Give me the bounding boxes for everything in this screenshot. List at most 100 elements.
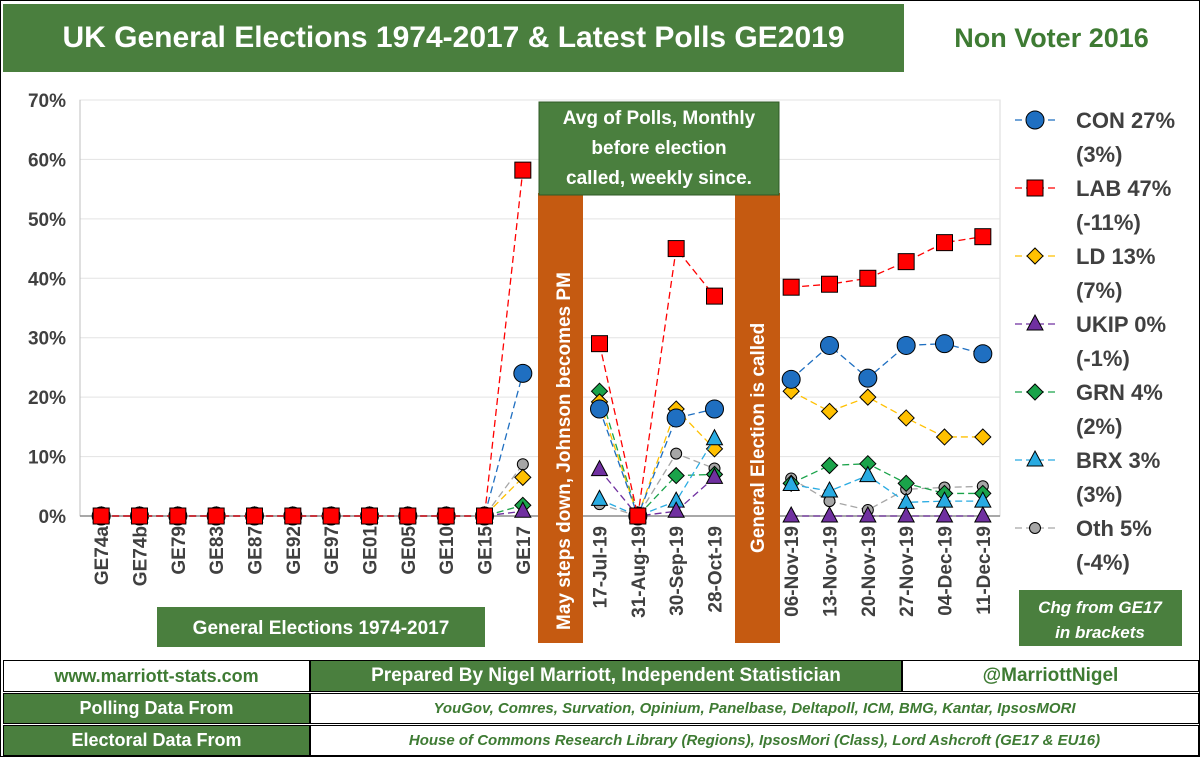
point-con-marker [781,369,801,389]
polling-sources: YouGov, Comres, Survation, Opinium, Pane… [310,693,1199,724]
x-tick-label: 20-Nov-19 [859,526,880,617]
x-tick-label: GE10 [437,526,458,575]
point-lab-marker [92,507,110,525]
point-con-marker [973,344,993,364]
legend-oth-marker [1029,522,1041,534]
legend-change-con: (3%) [1076,142,1122,167]
footer-electoral: Electoral Data From House of Commons Res… [3,725,1199,756]
legend-brx-marker [1026,449,1044,467]
point-brx-marker [820,480,839,498]
ge-called-label: General Election is called [748,323,769,553]
ge-label-box [157,607,485,647]
point-grn-marker [667,466,685,485]
point-ld-marker [859,388,877,406]
point-lab-marker [246,507,263,525]
point-con-marker [858,368,878,388]
x-tick-label: GE83 [207,526,228,575]
x-tick-label: GE87 [246,526,267,575]
x-tick-label: GE74b [131,526,152,586]
point-con-marker [820,335,839,355]
point-grn-marker [820,456,839,475]
x-tick-label: GE79 [169,526,190,575]
point-ld-marker [897,409,915,427]
point-con-marker [590,399,609,419]
x-tick-label: GE17 [514,526,535,575]
legend-label-con: CON 27% [1076,108,1175,133]
x-tick-label: GE05 [399,526,420,575]
legend-label-oth: Oth 5% [1076,516,1152,541]
may-bar-label: May steps down, Johnson becomes PM [554,272,575,630]
electoral-label: Electoral Data From [3,725,310,756]
series-line-ld [598,401,715,518]
x-tick-label: GE74a [92,526,113,586]
series-line-ukip [598,469,715,517]
point-ukip-marker [973,505,992,523]
point-lab-marker [284,507,302,525]
polls-note-box [538,101,780,196]
point-ld-marker [514,468,532,487]
point-lab-marker [706,287,723,305]
prepared-by: Prepared By Nigel Marriott, Independent … [310,660,902,692]
x-tick-label: 31-Aug-19 [629,526,650,618]
point-brx-marker [590,489,609,506]
point-lab-marker [667,240,685,258]
chg-note-line2: in brackets [1055,623,1145,642]
y-tick-label: 40% [28,269,66,290]
point-ukip-marker [513,501,532,518]
y-tick-label: 70% [28,91,66,112]
point-brx-marker [705,428,724,446]
legend-label-grn: GRN 4% [1076,380,1163,405]
y-tick-label: 30% [28,329,66,350]
point-lab-marker [591,335,608,353]
legend-change-oth: (-4%) [1076,550,1130,575]
point-lab-marker [821,275,838,293]
point-con-marker [935,334,954,354]
polling-label: Polling Data From [3,693,310,724]
point-lab-marker [936,234,953,252]
chg-note-box [1019,590,1182,646]
point-lab-marker [974,228,992,246]
series-layer [91,161,993,526]
point-con-marker [705,399,724,419]
polls-note-line2: before election [591,138,726,159]
y-tick-label: 50% [28,210,66,231]
website-link[interactable]: www.marriott-stats.com [3,660,310,692]
line-chart: 0% 10% 20% 30% 40% 50% 60% 70% GE74a GE74b GE79 GE… [28,91,1182,647]
x-tick-label: 06-Nov-19 [782,526,803,617]
legend-change-grn: (2%) [1076,414,1122,439]
polls-note-line3: called, weekly since. [566,168,752,189]
x-tick-label: GE92 [284,526,305,575]
point-lab-marker [207,507,225,525]
point-ld-marker [974,428,992,446]
chg-note-line1: Chg from GE17 [1038,598,1163,617]
point-ukip-marker [590,459,609,477]
point-brx-marker [782,474,801,492]
chart-title: UK General Elections 1974-2017 & Latest … [3,4,904,72]
ge-called-bar [735,193,780,643]
point-ld-marker [820,402,839,421]
x-tick-label: GE01 [361,526,382,575]
point-oth-marker [670,447,683,460]
twitter-handle[interactable]: @MarriottNigel [902,660,1199,692]
x-tick-label: 28-Oct-19 [706,526,727,613]
point-ukip-marker [667,501,686,518]
y-tick-label: 10% [28,448,66,469]
point-lab-marker [399,507,417,525]
legend-con-marker [1025,110,1045,130]
point-ukip-marker [782,505,801,523]
legend: CON 27% (3%) LAB 47% (-11%) LD 13% (7%) UKIP 0… [1015,108,1175,575]
point-lab-marker [476,507,493,525]
point-lab-marker [629,507,647,525]
x-tick-label: GE15 [476,526,497,575]
x-tick-label: 30-Sep-19 [667,526,688,616]
series-line-lab [598,247,716,517]
legend-change-ukip: (-1%) [1076,346,1130,371]
series-line-oth [599,452,715,517]
series-line-con [598,408,715,518]
footer-credits: www.marriott-stats.com Prepared By Nigel… [3,660,1199,692]
series-line-con [790,343,983,380]
legend-change-ld: (7%) [1076,278,1122,303]
x-tick-label: 27-Nov-19 [897,526,918,617]
point-lab-marker [437,507,455,525]
